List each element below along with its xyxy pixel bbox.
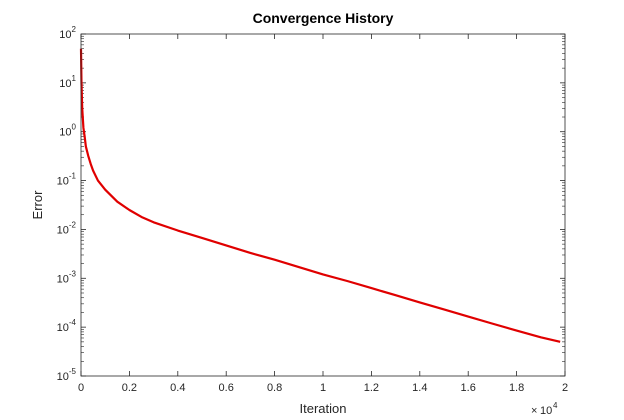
x-tick-label: 1.2 (364, 382, 379, 394)
x-tick-label: 1.4 (412, 382, 427, 394)
y-tick-label: 10-3 (57, 269, 77, 285)
x-tick-label: 1 (320, 382, 326, 394)
y-tick-exponent: 1 (72, 74, 77, 83)
y-tick-base: 10 (57, 176, 69, 188)
x-scale-power: 4 (553, 401, 558, 410)
y-tick-base: 10 (57, 224, 69, 236)
x-tick-label: 0.6 (219, 382, 234, 394)
y-tick-exponent: -5 (69, 367, 77, 376)
y-tick-exponent: 0 (72, 123, 77, 132)
x-tick-label: 0.2 (122, 382, 137, 394)
y-tick-base: 10 (59, 78, 71, 90)
y-tick-label: 10-4 (57, 318, 77, 334)
y-tick-base: 10 (57, 273, 69, 285)
series-line (79, 48, 561, 343)
x-tick-label: 0.8 (267, 382, 282, 394)
y-tick-base: 10 (59, 29, 71, 41)
y-tick-label: 100 (59, 123, 76, 139)
series-layer (79, 48, 561, 343)
y-tick-exponent: -3 (69, 269, 77, 278)
y-tick-exponent: -2 (69, 220, 77, 229)
y-tick-label: 10-1 (57, 172, 77, 188)
y-tick-exponent: -4 (69, 318, 77, 327)
x-tick-label: 1.8 (509, 382, 524, 394)
y-tick-label: 10-5 (57, 367, 77, 383)
x-tick-label: 0 (78, 382, 84, 394)
y-tick-exponent: 2 (72, 25, 77, 34)
x-scale-base: 10 (540, 405, 552, 417)
plot-box (80, 33, 566, 377)
x-tick-label: 2 (562, 382, 568, 394)
y-tick-label: 101 (59, 74, 76, 90)
chart-title: Convergence History (253, 10, 394, 26)
x-tick-label: 1.6 (461, 382, 476, 394)
x-tick-label: 0.4 (170, 382, 185, 394)
plot-area (81, 34, 565, 376)
y-tick-exponent: -1 (69, 172, 77, 181)
y-tick-base: 10 (57, 371, 69, 383)
y-tick-base: 10 (59, 127, 71, 139)
y-tick-label: 102 (59, 25, 76, 41)
x-tick-labels: 0 0.2 0.4 0.6 0.8 1 1.2 1.4 1.6 1.8 2 (78, 382, 568, 394)
y-tick-label: 10-2 (57, 220, 77, 236)
x-axis-label: Iteration (300, 401, 347, 416)
x-scale-multiplier: × (531, 405, 537, 417)
y-tick-base: 10 (57, 322, 69, 334)
y-axis-label: Error (30, 190, 45, 220)
x-scale-exponent: × 10 4 (531, 401, 558, 417)
